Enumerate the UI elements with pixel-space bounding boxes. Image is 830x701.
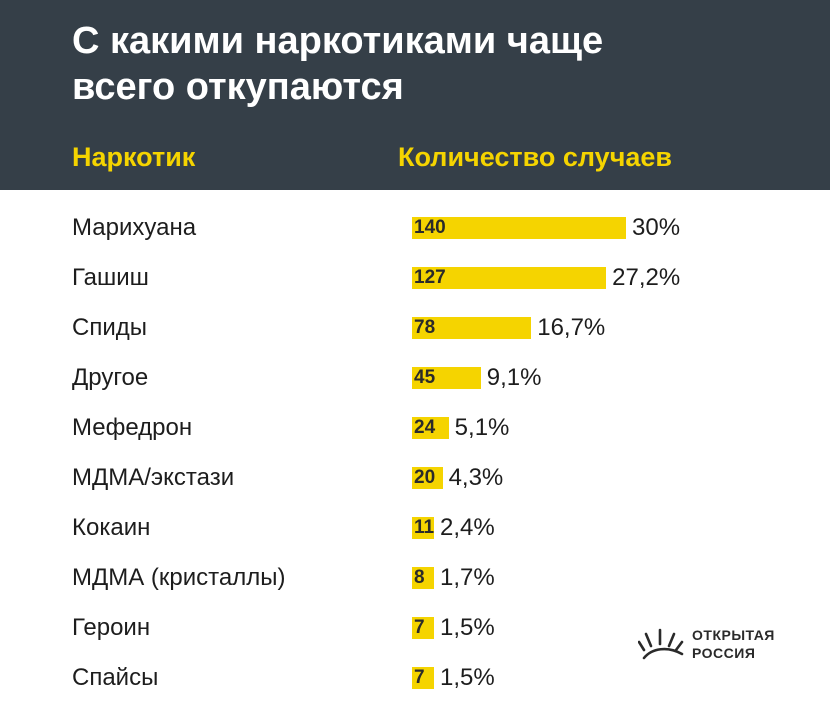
bar [412, 367, 481, 389]
percent-label: 1,5% [440, 664, 495, 691]
category-label: Гашиш [72, 264, 149, 291]
category-label: Мефедрон [72, 414, 193, 441]
bar [412, 617, 434, 639]
bar [412, 467, 443, 489]
logo-line-1: ОТКРЫТАЯ [692, 627, 775, 643]
bar-value-label: 127 [414, 267, 446, 288]
category-label: МДМА (кристаллы) [72, 564, 286, 591]
percent-label: 4,3% [448, 464, 504, 491]
logo-text: ОТКРЫТАЯ РОССИЯ [692, 626, 775, 662]
bar [412, 267, 607, 289]
bar-value-label: 7 [414, 617, 425, 638]
bar-value-label: 20 [414, 467, 436, 488]
category-label: МДМА/экстази [72, 464, 235, 491]
category-label: Марихуана [72, 214, 197, 241]
percent-label: 16,7% [537, 314, 606, 341]
bar [412, 317, 532, 339]
bar [412, 667, 434, 689]
column-header-drug: Наркотик [72, 142, 196, 172]
percent-label: 1,7% [440, 564, 495, 591]
percent-label: 9,1% [486, 364, 542, 391]
percent-label: 30% [632, 214, 681, 241]
sunrise-icon [638, 628, 684, 660]
category-label: Героин [72, 614, 151, 641]
bar-value-label: 78 [414, 317, 436, 338]
bar [412, 217, 626, 239]
bar-value-label: 11 [414, 517, 435, 538]
percent-label: 2,4% [440, 514, 495, 541]
bar [412, 567, 434, 589]
category-label: Спайсы [72, 664, 159, 691]
category-label: Спиды [72, 314, 147, 341]
bar [412, 417, 449, 439]
bar-chart: Марихуана 140 30% Гашиш 127 27,2% Спиды 78 16,7%… [0, 190, 830, 701]
bar-value-label: 45 [414, 367, 436, 388]
bar-value-label: 140 [414, 217, 446, 238]
percent-label: 1,5% [440, 614, 495, 641]
percent-label: 27,2% [612, 264, 681, 291]
category-label: Другое [72, 364, 149, 391]
bar-value-label: 7 [414, 667, 425, 688]
bar-value-label: 8 [414, 567, 425, 588]
bar-value-label: 24 [414, 417, 436, 438]
percent-label: 5,1% [454, 414, 510, 441]
logo-line-2: РОССИЯ [692, 645, 756, 661]
bar [412, 517, 434, 539]
header-panel: С какими наркотиками чаще всего откупают… [0, 0, 830, 190]
chart-title: С какими наркотиками чаще всего откупают… [72, 20, 604, 108]
column-header-count: Количество случаев [398, 142, 672, 172]
category-label: Кокаин [72, 514, 151, 541]
